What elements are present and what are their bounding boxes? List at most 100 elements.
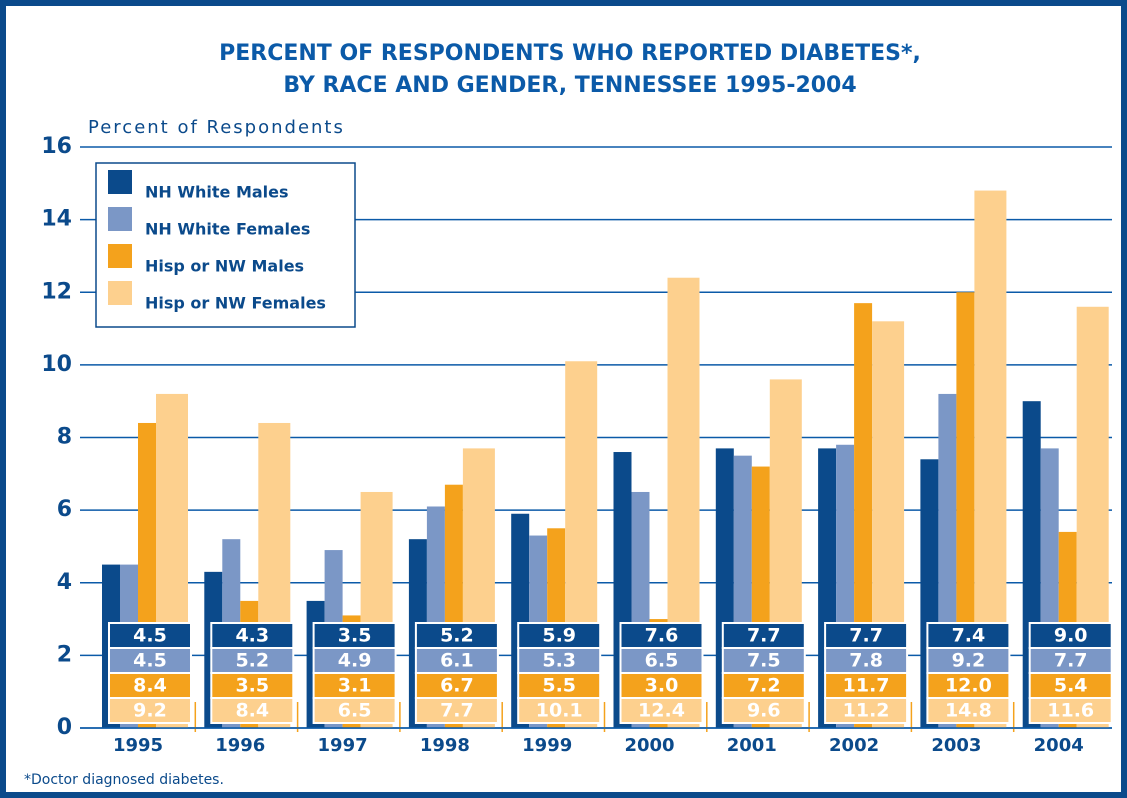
table-cell (312, 622, 397, 649)
value-label: 5.9 (542, 625, 576, 647)
y-tick-label: 8 (57, 425, 72, 450)
table-cell (108, 697, 192, 724)
table-cell (108, 647, 192, 674)
value-label: 6.7 (440, 675, 474, 697)
table-cell (619, 697, 704, 724)
table-cell (619, 622, 704, 649)
value-label: 9.2 (952, 650, 986, 672)
value-label: 11.2 (843, 700, 890, 722)
value-label: 3.1 (338, 675, 372, 697)
value-label: 9.6 (747, 700, 781, 722)
y-tick-label: 2 (57, 642, 72, 667)
table-cell (721, 672, 806, 699)
value-label: 8.4 (133, 675, 167, 697)
bar (854, 303, 873, 728)
value-label: 11.7 (843, 675, 890, 697)
value-label: 7.6 (645, 625, 679, 647)
x-tick-label: 2004 (1034, 735, 1084, 756)
value-label: 5.3 (542, 650, 576, 672)
table-cell (824, 672, 909, 699)
table-cell (824, 622, 909, 649)
value-label: 6.5 (338, 700, 372, 722)
chart-title: BY RACE AND GENDER, TENNESSEE 1995-2004 (283, 73, 856, 98)
x-tick-label: 1998 (420, 735, 470, 756)
x-tick-label: 1995 (113, 735, 163, 756)
table-cell (312, 697, 397, 724)
x-tick-label: 2000 (624, 735, 674, 756)
table-cell (721, 647, 806, 674)
value-label: 4.5 (133, 625, 167, 647)
legend-swatch (108, 207, 132, 231)
table-cell (517, 672, 602, 699)
table-cell (926, 622, 1011, 649)
y-axis-label: Percent of Respondents (88, 117, 345, 138)
table-cell (312, 647, 397, 674)
footnote: *Doctor diagnosed diabetes. (24, 772, 224, 788)
y-tick-label: 12 (41, 279, 72, 304)
value-label: 7.2 (747, 675, 781, 697)
table-cell (414, 672, 499, 699)
x-tick-label: 2003 (931, 735, 981, 756)
legend-label: Hisp or NW Males (145, 257, 304, 276)
value-label: 3.5 (338, 625, 372, 647)
value-label: 11.6 (1047, 700, 1094, 722)
table-cell (108, 622, 192, 649)
value-label: 3.0 (645, 675, 679, 697)
table-cell (108, 672, 192, 699)
x-tick-label: 1996 (215, 735, 265, 756)
legend-label: NH White Males (145, 183, 289, 202)
value-label: 7.7 (849, 625, 883, 647)
legend-box (95, 162, 356, 328)
value-label: 7.7 (747, 625, 781, 647)
y-tick-label: 16 (41, 134, 72, 159)
value-label: 8.4 (235, 700, 269, 722)
value-label: 12.4 (638, 700, 685, 722)
table-cell (824, 697, 909, 724)
value-label: 4.5 (133, 650, 167, 672)
value-label: 14.8 (945, 700, 992, 722)
value-label: 6.5 (645, 650, 679, 672)
bar (956, 292, 975, 728)
value-label: 4.9 (338, 650, 372, 672)
chart-title: PERCENT OF RESPONDENTS WHO REPORTED DIAB… (219, 41, 921, 66)
table-cell (517, 697, 602, 724)
table-cell (1028, 622, 1113, 649)
x-tick-label: 2001 (727, 735, 777, 756)
y-tick-label: 6 (57, 497, 72, 522)
value-label: 5.2 (440, 625, 474, 647)
value-label: 5.4 (1054, 675, 1088, 697)
value-label: 4.3 (235, 625, 269, 647)
y-tick-label: 4 (57, 570, 72, 595)
value-label: 5.5 (542, 675, 576, 697)
value-label: 3.5 (235, 675, 269, 697)
table-cell (414, 697, 499, 724)
legend-label: Hisp or NW Females (145, 294, 326, 313)
value-label: 9.0 (1054, 625, 1088, 647)
legend-swatch (108, 170, 132, 194)
value-label: 7.8 (849, 650, 883, 672)
y-tick-label: 0 (57, 715, 72, 740)
table-cell (1028, 647, 1113, 674)
value-label: 7.4 (952, 625, 986, 647)
table-cell (517, 647, 602, 674)
table-cell (312, 672, 397, 699)
y-tick-label: 10 (41, 352, 72, 377)
legend-swatch (108, 281, 132, 305)
y-tick-label: 14 (41, 207, 72, 232)
value-label: 7.7 (1054, 650, 1088, 672)
value-label: 6.1 (440, 650, 474, 672)
table-cell (926, 672, 1011, 699)
table-cell (926, 697, 1011, 724)
value-label: 7.5 (747, 650, 781, 672)
table-cell (721, 697, 806, 724)
table-cell (210, 697, 295, 724)
table-cell (1028, 697, 1113, 724)
x-tick-label: 2002 (829, 735, 879, 756)
table-cell (619, 672, 704, 699)
value-label: 5.2 (235, 650, 269, 672)
value-label: 7.7 (440, 700, 474, 722)
table-cell (1028, 672, 1113, 699)
legend-swatch (108, 244, 132, 268)
value-label: 12.0 (945, 675, 992, 697)
